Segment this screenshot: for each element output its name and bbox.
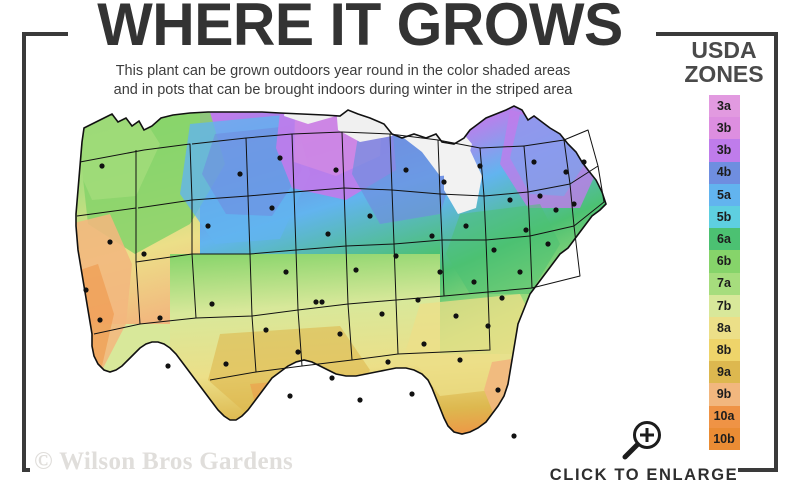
map-svg: [75, 105, 607, 439]
frame-border-right: [774, 32, 778, 472]
frame-border-bottom-left: [22, 468, 30, 472]
legend-title-line-1: USDA: [691, 37, 757, 63]
subtitle: This plant can be grown outdoors year ro…: [36, 62, 650, 100]
legend-swatch-3a-0: 3a: [708, 95, 740, 118]
frame-border-bottom-right: [738, 468, 778, 472]
subtitle-line-2: and in pots that can be brought indoors …: [113, 82, 573, 98]
frame-border-top-right: [656, 32, 778, 36]
legend-swatch-list: 3a 3b 3b 4b 5a 5b 6a 6b 7a 7b 8a 8b 9a 9b 10a 10b: [672, 95, 776, 450]
legend-swatch-8b-11: 8b: [708, 339, 740, 362]
legend-swatch-9a-12: 9a: [708, 361, 740, 384]
legend-swatch-6b-7: 6b: [708, 250, 740, 273]
map-national-outline: [75, 105, 607, 435]
magnifier-plus-icon[interactable]: [616, 418, 668, 462]
legend-title: USDA ZONES: [672, 38, 776, 86]
legend-swatch-7a-8: 7a: [708, 272, 740, 295]
hardiness-zone-map[interactable]: [40, 104, 660, 452]
legend-swatch-6a-6: 6a: [708, 228, 740, 251]
legend-swatch-7b-9: 7b: [708, 294, 740, 317]
map-zone-fills: [76, 106, 606, 434]
subtitle-line-1: This plant can be grown outdoors year ro…: [115, 63, 571, 79]
watermark: © Wilson Bros Gardens: [34, 448, 294, 475]
frame-border-top-left: [22, 32, 68, 36]
legend-swatch-4b-3: 4b: [708, 161, 740, 184]
page-title: WHERE IT GROWS: [97, 0, 623, 58]
legend-swatch-5b-5: 5b: [708, 205, 740, 229]
map-state-borders: [76, 129, 605, 381]
legend-swatch-10a-14: 10a: [708, 405, 740, 428]
legend-title-line-2: ZONES: [684, 61, 764, 87]
map-city-markers: [83, 155, 587, 439]
legend-swatch-3b-2: 3b: [708, 139, 740, 162]
unshaded-area-south-florida: [492, 404, 532, 434]
unshaded-area-lake-michigan: [444, 150, 482, 214]
legend-swatch-9b-13: 9b: [708, 383, 740, 406]
usda-zones-legend: USDA ZONES 3a 3b 3b 4b 5a 5b 6a 6b 7a 7b 8a 8b 9a 9b 1…: [672, 38, 776, 450]
legend-swatch-8a-10: 8a: [708, 316, 740, 340]
legend-swatch-3b-1: 3b: [708, 117, 740, 140]
frame-border-left: [22, 32, 26, 472]
legend-swatch-10b-15: 10b: [708, 427, 740, 450]
legend-swatch-5a-4: 5a: [708, 183, 740, 206]
click-to-enlarge-label[interactable]: CLICK TO ENLARGE: [549, 466, 739, 484]
